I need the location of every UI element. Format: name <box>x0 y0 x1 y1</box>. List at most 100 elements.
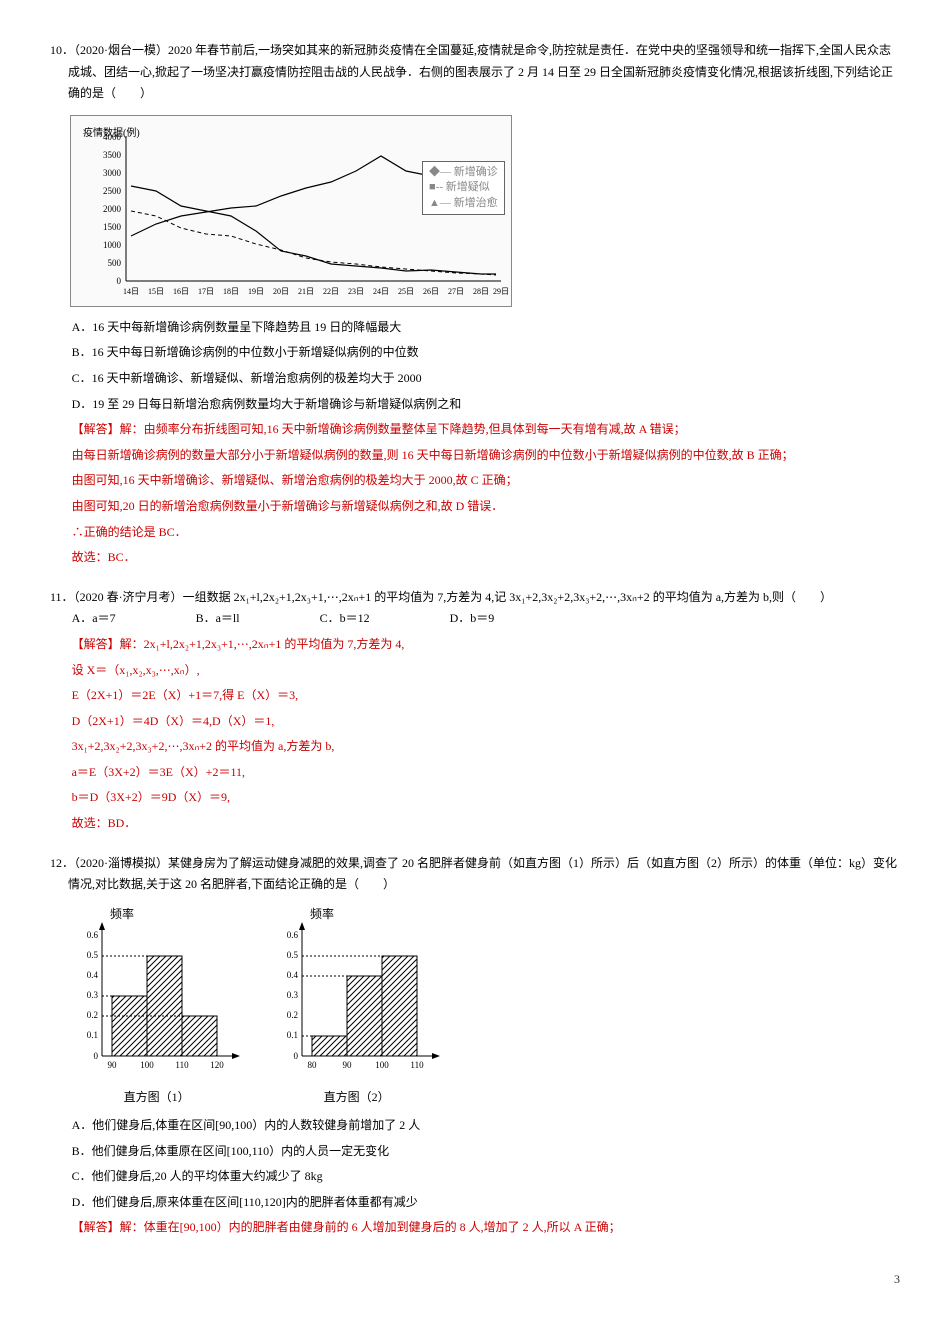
q10-option-c: C．16 天中新增确诊、新增疑似、新增治愈病例的极差均大于 2000 <box>50 368 900 390</box>
q12-option-a: A．他们健身后,体重在区间[90,100）内的人数较健身前增加了 2 人 <box>50 1115 900 1137</box>
svg-text:0.4: 0.4 <box>286 970 298 980</box>
hist2-label: 直方图（2） <box>272 1087 442 1109</box>
q12-text: 某健身房为了解运动健身减肥的效果,调查了 20 名肥胖者健身前（如直方图（1）所… <box>68 856 897 892</box>
svg-text:0.5: 0.5 <box>86 950 98 960</box>
hist1-svg: 频率 0 0.1 0.2 0.3 0.4 0.5 0.6 9 <box>72 906 242 1076</box>
q11-source: （2020 春·济宁月考） <box>74 590 183 604</box>
q11-sol-4: 3x₁+2,3x₂+2,3x₃+2,⋯,3xₙ+2 的平均值为 a,方差为 b, <box>50 736 900 758</box>
hist2-svg: 频率 0 0.1 0.2 0.3 0.4 0.5 0.6 80 90 10 <box>272 906 442 1076</box>
q10-sol-5: 故选：BC． <box>50 547 900 569</box>
svg-text:22日: 22日 <box>323 287 339 296</box>
svg-text:1500: 1500 <box>103 222 122 232</box>
svg-text:15日: 15日 <box>148 287 164 296</box>
q10-stem: 10．（2020·烟台一模）2020 年春节前后,一场突如其来的新冠肺炎疫情在全… <box>50 40 900 105</box>
q11-number: 11． <box>50 590 74 604</box>
q12-sol: 【解答】解：体重在[90,100）内的肥胖者由健身前的 6 人增加到健身后的 8… <box>50 1217 900 1239</box>
svg-text:14日: 14日 <box>123 287 139 296</box>
x-ticks: 14日15日16日 17日18日19日 20日21日22日 23日24日25日 … <box>123 287 509 296</box>
svg-text:90: 90 <box>342 1060 352 1070</box>
question-10: 10．（2020·烟台一模）2020 年春节前后,一场突如其来的新冠肺炎疫情在全… <box>50 40 900 569</box>
q10-sol-4: ∴正确的结论是 BC． <box>50 522 900 544</box>
svg-text:28日: 28日 <box>473 287 489 296</box>
svg-text:80: 80 <box>307 1060 317 1070</box>
svg-text:0.3: 0.3 <box>86 990 98 1000</box>
chart-legend: ◆— 新增确诊 ■-- 新增疑似 ▲— 新增治愈 <box>422 161 505 215</box>
q12-option-b: B．他们健身后,体重原在区间[100,110）内的人员一定无变化 <box>50 1141 900 1163</box>
histogram-1: 频率 0 0.1 0.2 0.3 0.4 0.5 0.6 9 <box>72 906 242 1109</box>
q12-number: 12． <box>50 856 74 870</box>
page-number: 3 <box>50 1269 900 1291</box>
svg-text:27日: 27日 <box>448 287 464 296</box>
y-ticks: 0 500 1000 1500 2000 2500 3000 3500 4000 <box>103 132 122 286</box>
svg-text:0: 0 <box>93 1051 98 1061</box>
svg-text:100: 100 <box>375 1060 389 1070</box>
legend-confirmed: ◆— 新增确诊 <box>429 165 498 180</box>
svg-text:21日: 21日 <box>298 287 314 296</box>
q11-option-d: D．b＝9 <box>450 608 495 630</box>
svg-text:4000: 4000 <box>103 132 122 142</box>
svg-text:17日: 17日 <box>198 287 214 296</box>
svg-text:19日: 19日 <box>248 287 264 296</box>
q11-options-row: A．a＝7 B．a＝ll C．b＝12 D．b＝9 <box>50 608 900 630</box>
q11-sol-0: 【解答】解：2x₁+l,2x₂+1,2x₃+1,⋯,2xₙ+1 的平均值为 7,… <box>50 634 900 656</box>
svg-text:3000: 3000 <box>103 168 122 178</box>
hist1-ylabel: 频率 <box>110 906 134 921</box>
q10-text: 2020 年春节前后,一场突如其来的新冠肺炎疫情在全国蔓延,疫情就是命令,防控就… <box>68 43 893 100</box>
svg-text:29日: 29日 <box>493 287 509 296</box>
svg-text:16日: 16日 <box>173 287 189 296</box>
q11-option-a: A．a＝7 <box>72 608 116 630</box>
q10-sol-2: 由图可知,16 天中新增确诊、新增疑似、新增治愈病例的极差均大于 2000,故 … <box>50 470 900 492</box>
q11-sol-7: 故选：BD． <box>50 813 900 835</box>
svg-text:0.2: 0.2 <box>86 1010 97 1020</box>
q10-source: （2020·烟台一模） <box>74 43 168 57</box>
q11-sol-3: D（2X+1）＝4D（X）＝4,D（X）＝1, <box>50 711 900 733</box>
hist2-ylabel: 频率 <box>310 906 334 921</box>
svg-text:1000: 1000 <box>103 240 122 250</box>
svg-text:0.2: 0.2 <box>286 1010 297 1020</box>
q10-line-chart: 疫情数据(例) 0 500 1000 1500 2000 2500 3000 3… <box>70 115 512 307</box>
q12-source: （2020·淄博模拟） <box>74 856 168 870</box>
q10-number: 10． <box>50 43 74 57</box>
svg-text:3500: 3500 <box>103 150 122 160</box>
svg-text:120: 120 <box>210 1060 224 1070</box>
svg-text:0.1: 0.1 <box>86 1030 97 1040</box>
q12-option-c: C．他们健身后,20 人的平均体重大约减少了 8kg <box>50 1166 900 1188</box>
svg-text:0.6: 0.6 <box>86 930 98 940</box>
svg-text:500: 500 <box>107 258 121 268</box>
q10-option-d: D．19 至 29 日每日新增治愈病例数量均大于新增确诊与新增疑似病例之和 <box>50 394 900 416</box>
svg-text:24日: 24日 <box>373 287 389 296</box>
question-11: 11．（2020 春·济宁月考）一组数据 2x₁+l,2x₂+1,2x₃+1,⋯… <box>50 587 900 835</box>
q11-option-b: B．a＝ll <box>196 608 240 630</box>
svg-text:110: 110 <box>410 1060 424 1070</box>
svg-text:0: 0 <box>293 1051 298 1061</box>
q12-stem: 12．（2020·淄博模拟）某健身房为了解运动健身减肥的效果,调查了 20 名肥… <box>50 853 900 896</box>
svg-text:100: 100 <box>140 1060 154 1070</box>
svg-text:0.5: 0.5 <box>286 950 298 960</box>
legend-cured: ▲— 新增治愈 <box>429 196 498 211</box>
svg-text:0: 0 <box>116 276 121 286</box>
q11-option-c: C．b＝12 <box>320 608 370 630</box>
svg-text:20日: 20日 <box>273 287 289 296</box>
q11-sol-6: b＝D（3X+2）＝9D（X）＝9, <box>50 787 900 809</box>
histogram-2: 频率 0 0.1 0.2 0.3 0.4 0.5 0.6 80 90 10 <box>272 906 442 1109</box>
svg-text:2000: 2000 <box>103 204 122 214</box>
svg-text:0.3: 0.3 <box>286 990 298 1000</box>
q10-option-b: B．16 天中每日新增确诊病例的中位数小于新增疑似病例的中位数 <box>50 342 900 364</box>
svg-text:23日: 23日 <box>348 287 364 296</box>
svg-text:90: 90 <box>107 1060 117 1070</box>
q11-text: 一组数据 2x₁+l,2x₂+1,2x₃+1,⋯,2xₙ+1 的平均值为 7,方… <box>183 590 832 604</box>
hist1-label: 直方图（1） <box>72 1087 242 1109</box>
q11-stem: 11．（2020 春·济宁月考）一组数据 2x₁+l,2x₂+1,2x₃+1,⋯… <box>50 587 900 609</box>
svg-text:18日: 18日 <box>223 287 239 296</box>
q10-option-a: A．16 天中每新增确诊病例数量呈下降趋势且 19 日的降幅最大 <box>50 317 900 339</box>
q10-sol-3: 由图可知,20 日的新增治愈病例数量小于新增确诊与新增疑似病例之和,故 D 错误… <box>50 496 900 518</box>
q12-option-d: D．他们健身后,原来体重在区间[110,120]内的肥胖者体重都有减少 <box>50 1192 900 1214</box>
question-12: 12．（2020·淄博模拟）某健身房为了解运动健身减肥的效果,调查了 20 名肥… <box>50 853 900 1239</box>
q10-sol-0: 【解答】解：由频率分布折线图可知,16 天中新增确诊病例数量整体呈下降趋势,但具… <box>50 419 900 441</box>
svg-text:0.1: 0.1 <box>286 1030 297 1040</box>
svg-text:26日: 26日 <box>423 287 439 296</box>
svg-text:25日: 25日 <box>398 287 414 296</box>
histogram-pair: 频率 0 0.1 0.2 0.3 0.4 0.5 0.6 9 <box>72 906 900 1109</box>
q11-sol-1: 设 X＝（x₁,x₂,x₃,⋯,xₙ）, <box>50 660 900 682</box>
svg-text:0.6: 0.6 <box>286 930 298 940</box>
